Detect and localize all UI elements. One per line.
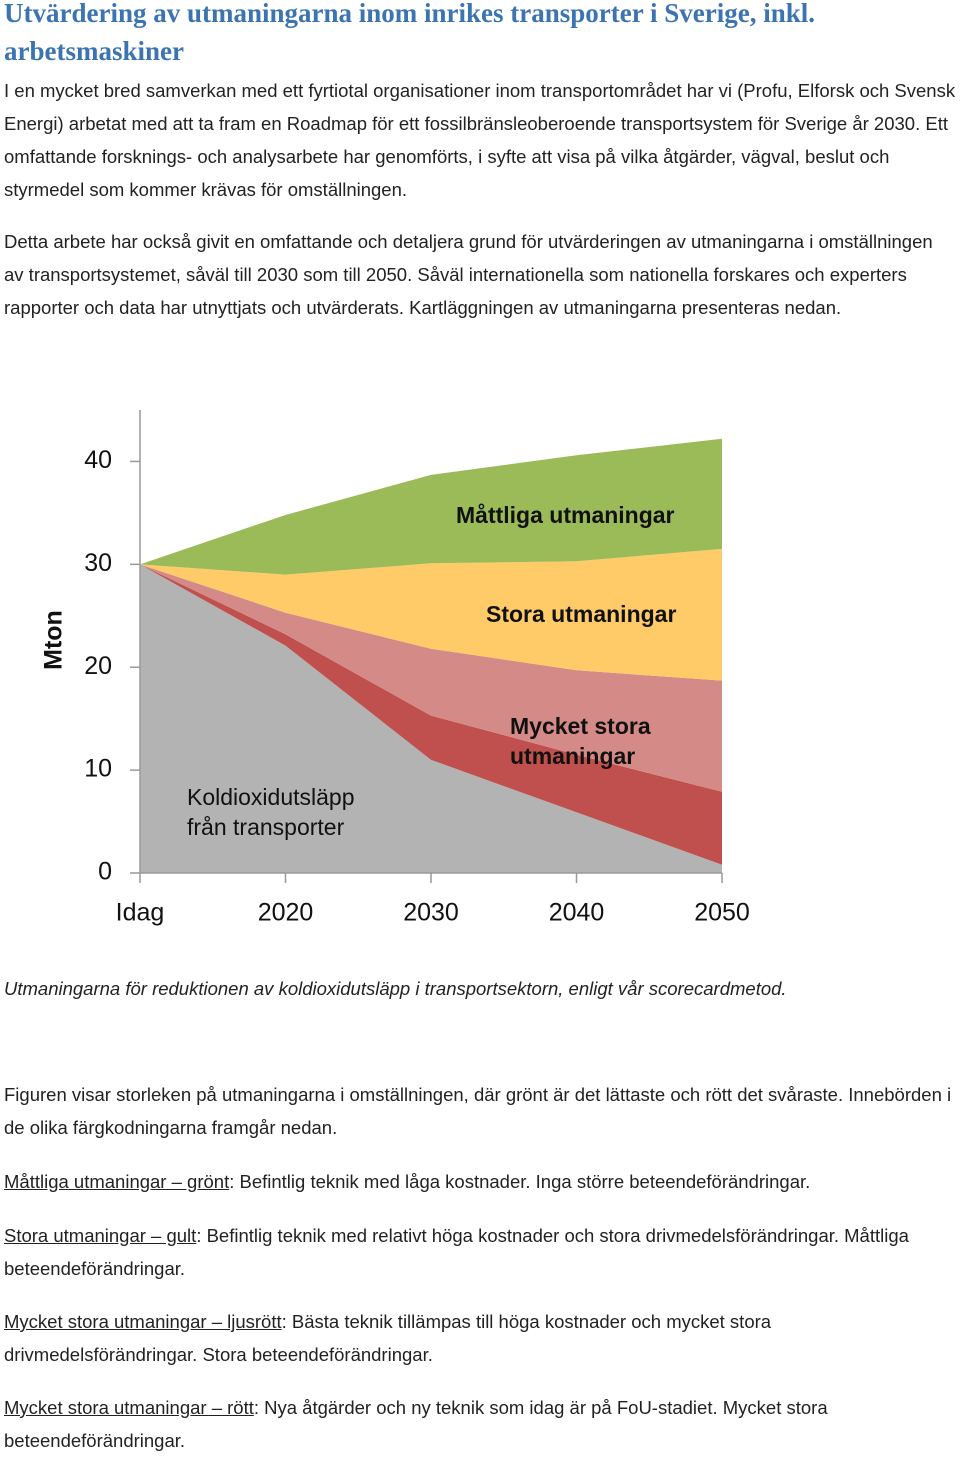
- definition-text: : Befintlig teknik med relativt höga kos…: [4, 1225, 909, 1279]
- series-label: Måttliga utmaningar: [456, 502, 675, 528]
- x-tick-label: Idag: [116, 899, 165, 927]
- x-tick-label: 2020: [258, 899, 314, 927]
- y-tick-label: 20: [84, 652, 112, 680]
- caption: Utmaningarna för reduktionen av koldioxi…: [4, 978, 787, 999]
- series-label: Mycket stora utmaningar: [510, 713, 651, 769]
- paragraph: Detta arbete har också givit en omfattan…: [4, 231, 933, 318]
- x-tick-label: 2050: [694, 899, 750, 927]
- x-tick-label: 2030: [403, 899, 459, 927]
- y-tick-label: 0: [98, 858, 112, 886]
- y-tick-label: 30: [84, 549, 112, 577]
- series-label: Koldioxidutsläpp från transporter: [187, 784, 355, 840]
- title: Utvärdering av utmaningarna inom inrikes…: [4, 0, 816, 66]
- paragraph: I en mycket bred samverkan med ett fyrti…: [4, 80, 956, 200]
- area: [140, 564, 722, 865]
- definition: Måttliga utmaningar – grönt: Befintlig t…: [4, 1165, 956, 1198]
- area: [140, 438, 722, 575]
- definition: Stora utmaningar – gult: Befintlig tekni…: [4, 1219, 956, 1285]
- definition-term: Mycket stora utmaningar – ljusrött: [4, 1311, 282, 1332]
- definition-text: : Befintlig teknik med låga kostnader. I…: [229, 1171, 811, 1192]
- definition-term: Stora utmaningar – gult: [4, 1225, 197, 1246]
- definition-term: Måttliga utmaningar – grönt: [4, 1171, 230, 1192]
- definition: Mycket stora utmaningar – rött: Nya åtgä…: [4, 1391, 956, 1457]
- area: [140, 564, 722, 873]
- y-tick-label: 40: [84, 446, 112, 474]
- definition: Mycket stora utmaningar – ljusrött: Bäst…: [4, 1305, 956, 1371]
- series-label: Stora utmaningar: [486, 601, 677, 627]
- y-axis-label: Mton: [40, 610, 68, 670]
- area: [140, 564, 722, 792]
- paragraph: Figuren visar storleken på utmaningarna …: [4, 1084, 952, 1138]
- y-tick-label: 10: [84, 755, 112, 783]
- x-tick-label: 2040: [549, 899, 605, 927]
- definition-text: : Nya åtgärder och ny teknik som idag är…: [4, 1397, 828, 1451]
- definition-text: : Bästa teknik tillämpas till höga kostn…: [4, 1311, 772, 1365]
- definition-term: Mycket stora utmaningar – rött: [4, 1397, 254, 1418]
- area: [140, 548, 722, 681]
